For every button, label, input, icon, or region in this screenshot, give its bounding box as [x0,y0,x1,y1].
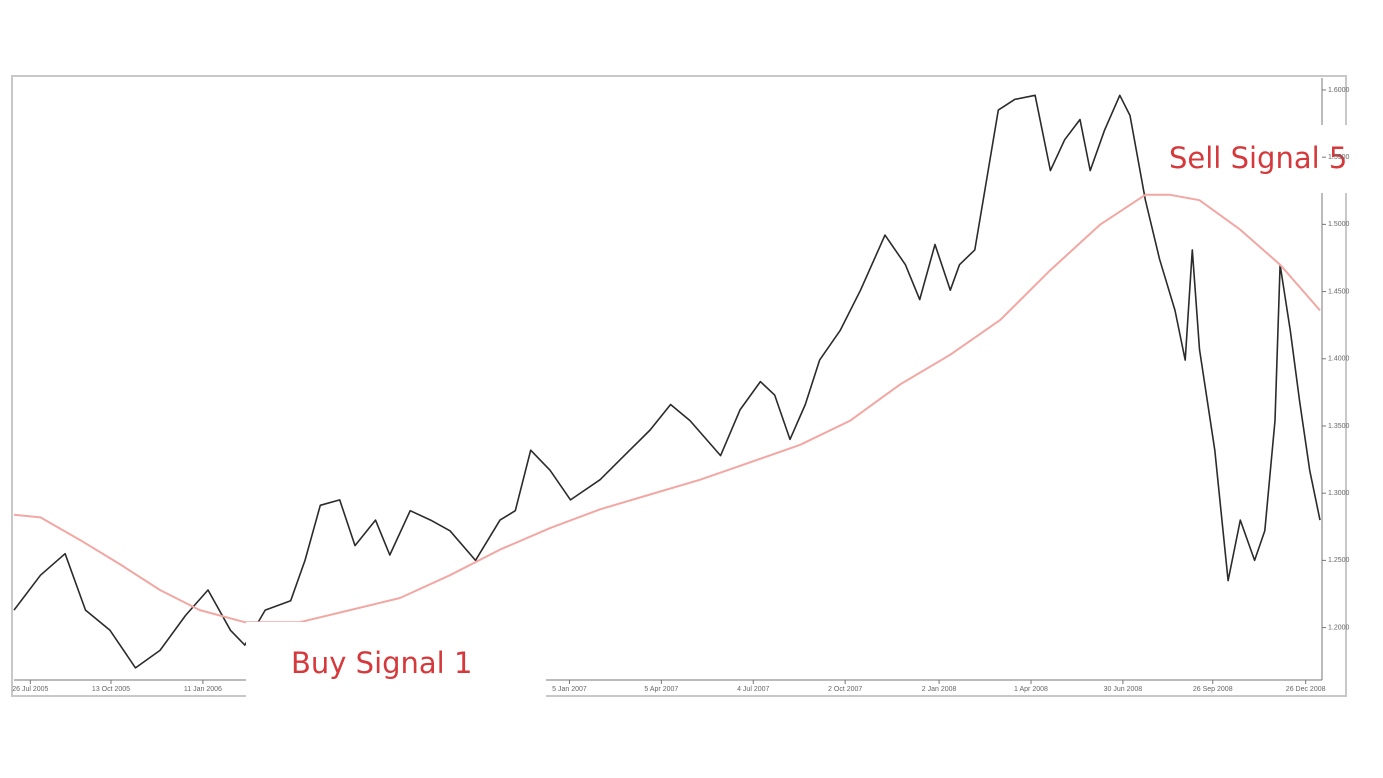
x-tick-label: 4 Jul 2007 [737,686,769,693]
x-tick-label: 1 Apr 2008 [1014,686,1048,693]
y-tick-label: 1.4000 [1328,356,1350,363]
y-tick-label: 1.2000 [1328,624,1350,631]
annotation: Buy Signal 1 [291,646,472,680]
y-tick-label: 1.5000 [1328,221,1350,228]
plot [13,94,1321,669]
x-tick-label: 2 Jan 2008 [922,686,957,693]
y-tick-label: 1.3000 [1328,490,1350,497]
y-tick-label: 1.2500 [1328,557,1350,564]
y-tick-label: 1.4500 [1328,288,1350,295]
axis-labels: 1.2000 1.2500 1.3000 1.3500 1.4000 1.4500 1.50… [12,87,1349,693]
x-tick-label: 26 Dec 2008 [1286,686,1326,693]
cover [246,622,546,698]
x-tick-label: 30 Jun 2008 [1104,686,1143,693]
series-line [13,94,1321,669]
x-tick-label: 5 Apr 2007 [644,686,678,693]
cover [1150,125,1383,193]
x-tick-label: 13 Oct 2005 [92,686,130,693]
annotation: Sell Signal 5 [1169,141,1347,175]
y-tick-label: 1.6000 [1328,87,1350,94]
x-tick-label: 11 Jan 2006 [184,686,222,693]
x-tick-label: 26 Jul 2005 [12,686,48,693]
x-tick-label: 26 Sep 2008 [1193,686,1233,693]
series-line [13,193,1321,624]
chart-frame [11,75,1347,697]
x-tick-label: 2 Oct 2007 [828,686,862,693]
y-tick-label: 1.5500 [1328,154,1350,161]
x-tick-label: 5 Jan 2007 [552,686,587,693]
y-tick-label: 1.3500 [1328,423,1350,430]
